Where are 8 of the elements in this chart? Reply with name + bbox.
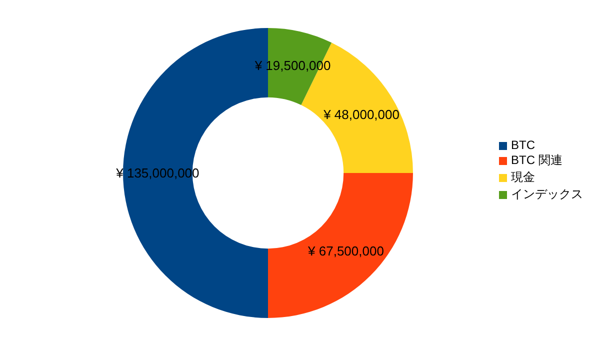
legend-label: 現金: [511, 170, 535, 184]
data-label: ¥ 67,500,000: [307, 243, 384, 258]
legend-label: インデックス: [511, 187, 583, 201]
donut-slice: [268, 173, 413, 318]
legend-label: BTC: [511, 138, 535, 152]
data-label: ¥ 48,000,000: [322, 107, 400, 122]
donut-slice: [123, 28, 268, 318]
legend-label: BTC 関連: [511, 153, 562, 167]
